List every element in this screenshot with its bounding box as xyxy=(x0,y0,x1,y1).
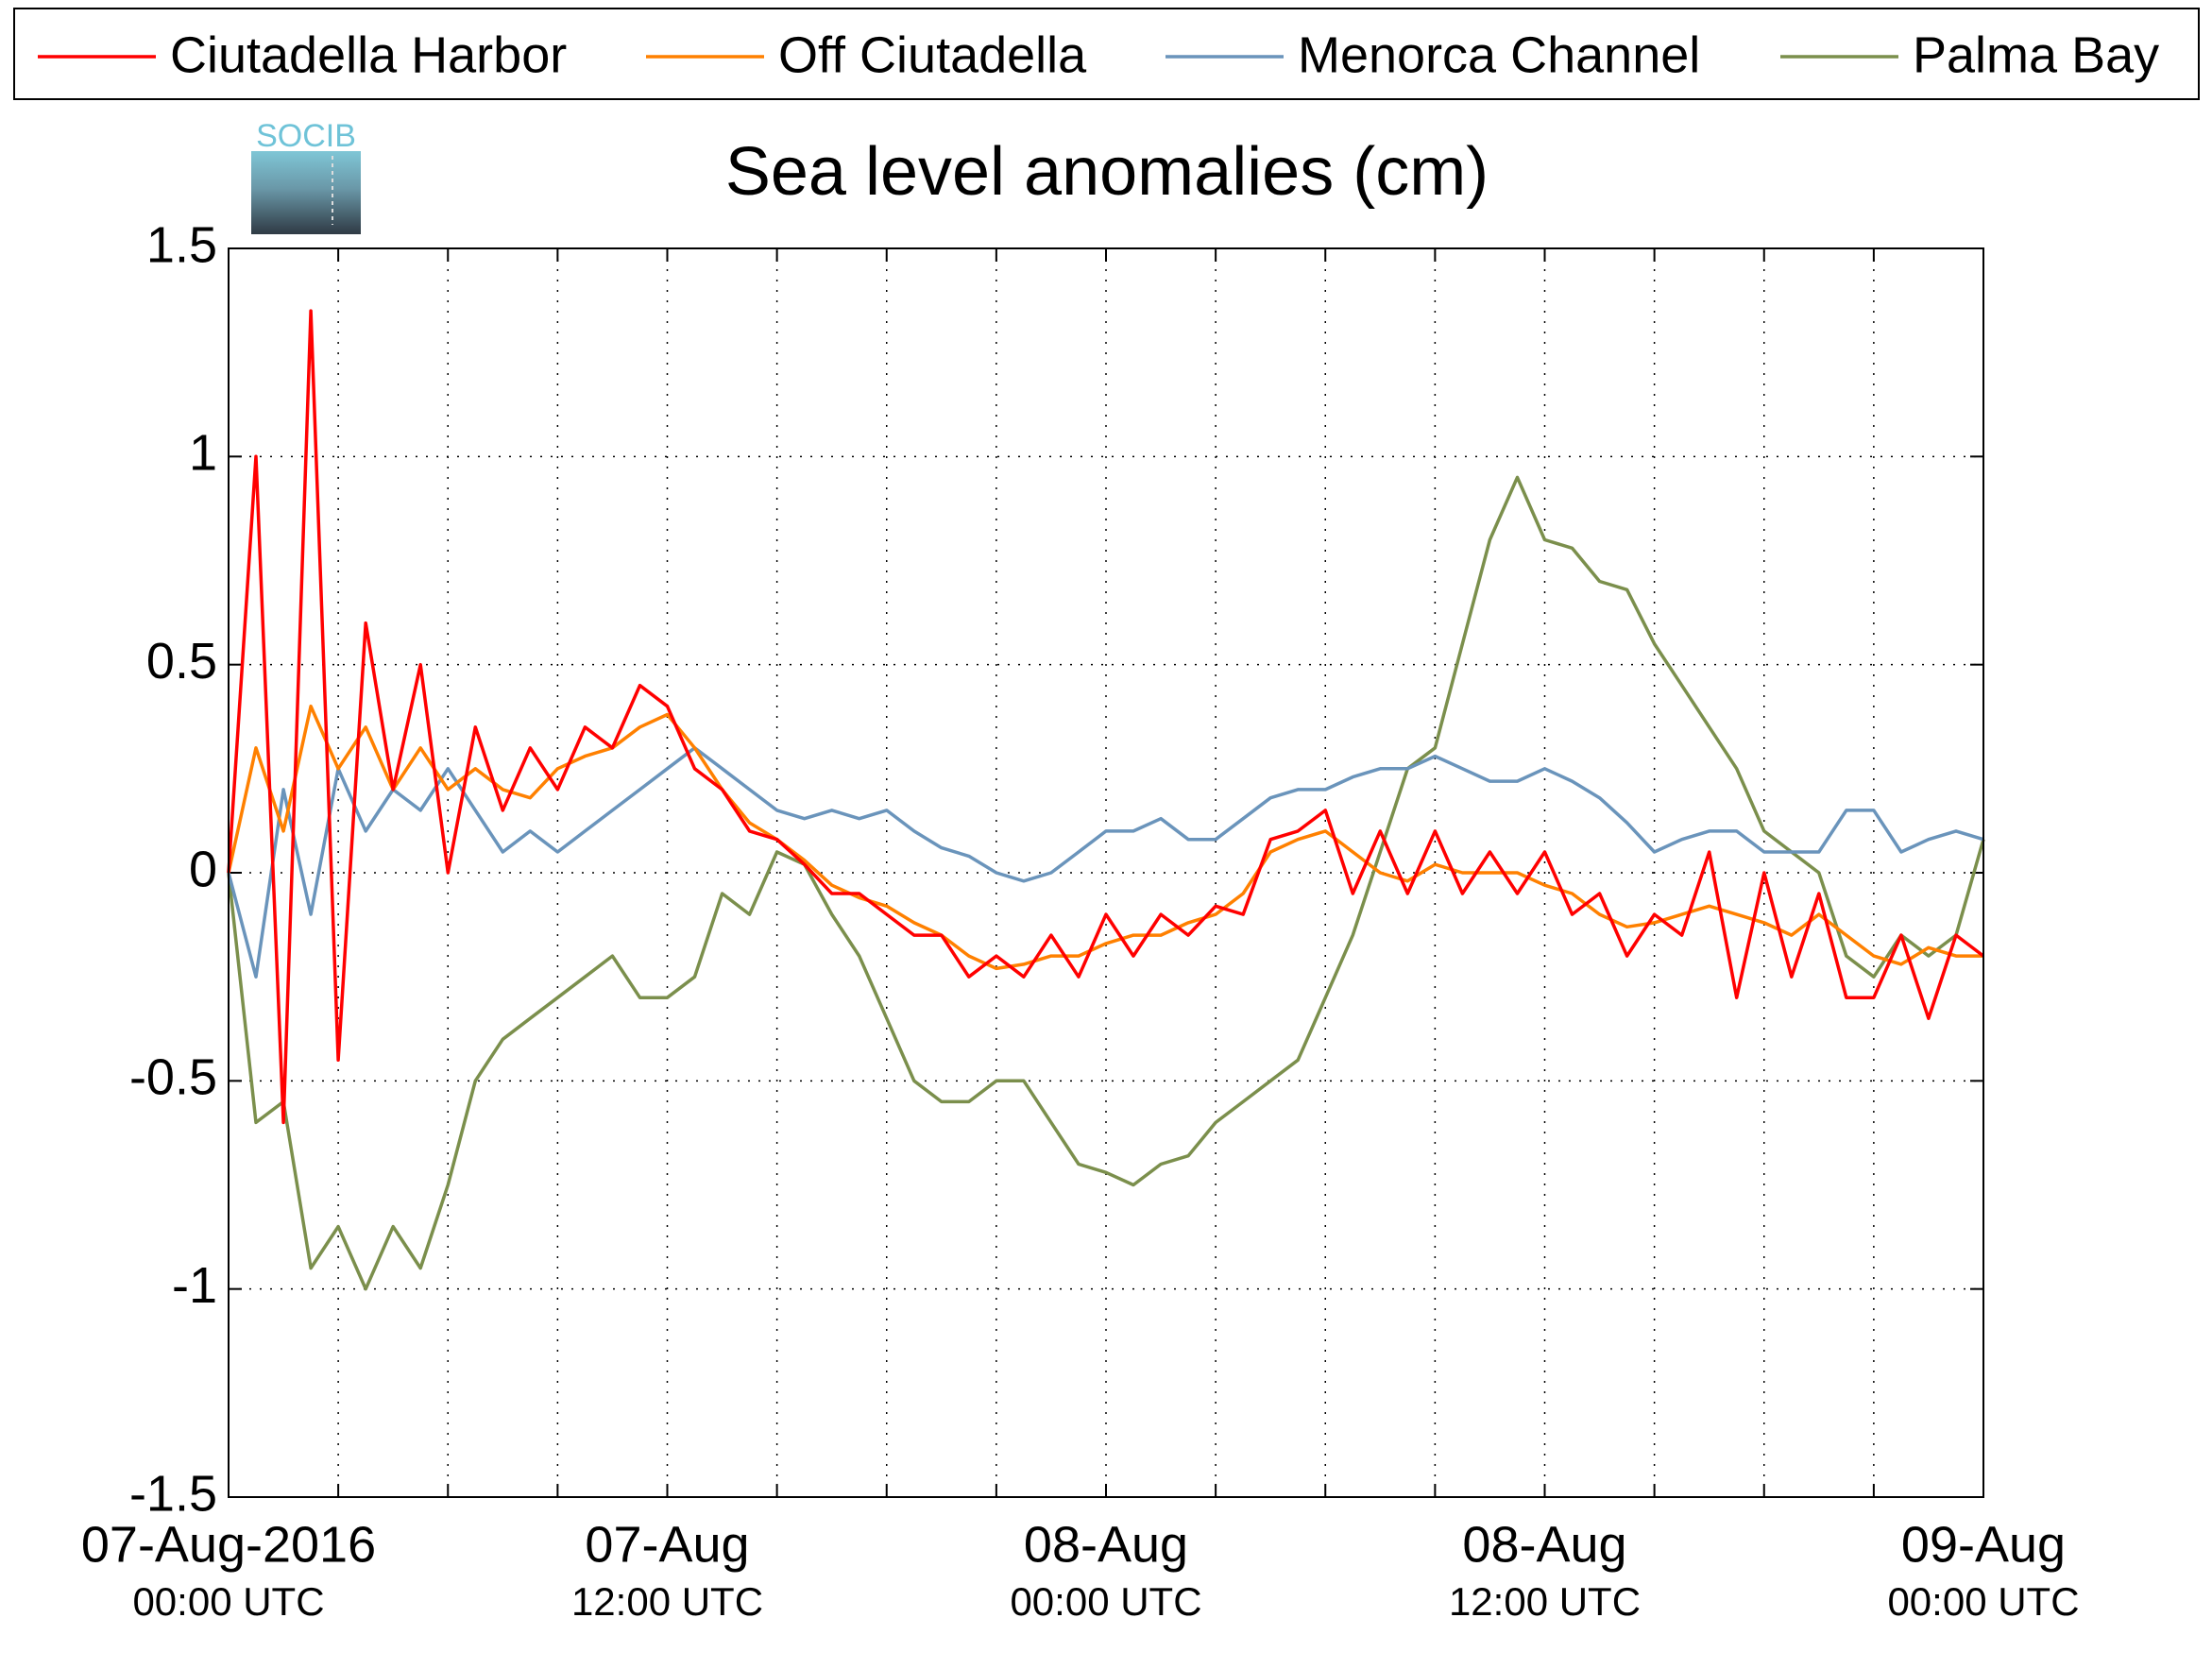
x-tick-label: 08-Aug xyxy=(1462,1516,1626,1573)
y-tick-label: 1 xyxy=(189,425,217,482)
x-tick-sublabel: 00:00 UTC xyxy=(1010,1579,1201,1624)
y-tick-label: -0.5 xyxy=(129,1049,217,1106)
series-line xyxy=(227,309,1985,1125)
x-tick-sublabel: 12:00 UTC xyxy=(1449,1579,1641,1624)
y-tick-label: 1.5 xyxy=(146,216,217,273)
y-tick-label: 0 xyxy=(189,841,217,897)
y-tick-label: -1 xyxy=(172,1257,217,1314)
x-tick-label: 07-Aug-2016 xyxy=(81,1516,376,1573)
logo-text: SOCIB xyxy=(256,118,356,154)
x-tick-label: 09-Aug xyxy=(1901,1516,2066,1573)
legend-label: Menorca Channel xyxy=(1298,26,1700,83)
x-tick-label: 07-Aug xyxy=(585,1516,749,1573)
x-tick-label: 08-Aug xyxy=(1024,1516,1188,1573)
legend-label: Off Ciutadella xyxy=(778,26,1087,83)
plot-frame xyxy=(228,247,1984,1498)
chart-title: Sea level anomalies (cm) xyxy=(725,134,1489,210)
legend-label: Ciutadella Harbor xyxy=(170,26,567,83)
legend-label: Palma Bay xyxy=(1913,26,2159,83)
x-tick-sublabel: 00:00 UTC xyxy=(132,1579,324,1624)
series-line xyxy=(227,746,1984,979)
x-tick-sublabel: 12:00 UTC xyxy=(571,1579,763,1624)
x-tick-sublabel: 00:00 UTC xyxy=(1887,1579,2079,1624)
legend-box xyxy=(13,8,2200,100)
y-tick-label: 0.5 xyxy=(146,633,217,690)
series-line xyxy=(227,475,1985,1291)
y-tick-label: -1.5 xyxy=(129,1465,217,1522)
logo-image xyxy=(251,151,361,234)
logo: SOCIB xyxy=(251,118,361,234)
